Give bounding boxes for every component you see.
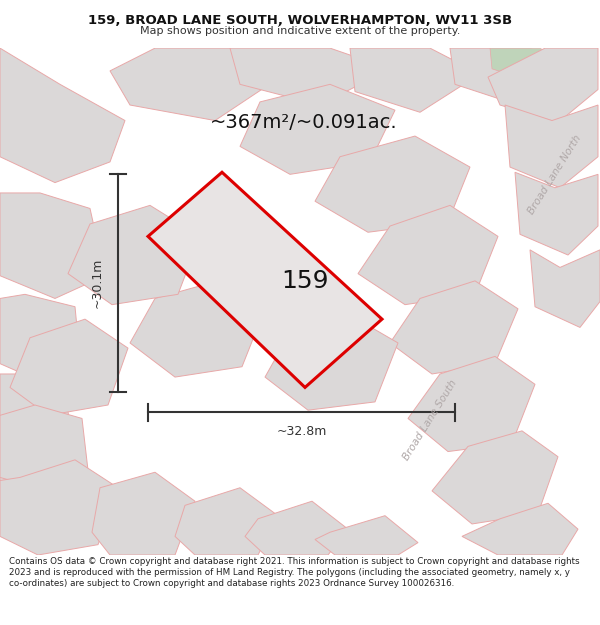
Polygon shape xyxy=(245,501,348,555)
Text: ~367m²/~0.091ac.: ~367m²/~0.091ac. xyxy=(210,113,398,132)
Text: 159, BROAD LANE SOUTH, WOLVERHAMPTON, WV11 3SB: 159, BROAD LANE SOUTH, WOLVERHAMPTON, WV… xyxy=(88,14,512,28)
Text: Broad Lane North: Broad Lane North xyxy=(527,133,583,216)
Polygon shape xyxy=(0,48,125,182)
Polygon shape xyxy=(0,467,60,550)
Polygon shape xyxy=(462,503,578,555)
Text: Contains OS data © Crown copyright and database right 2021. This information is : Contains OS data © Crown copyright and d… xyxy=(9,557,580,588)
Text: 159: 159 xyxy=(281,269,329,293)
Polygon shape xyxy=(10,319,128,416)
Polygon shape xyxy=(450,48,575,105)
Text: Broad Lane South: Broad Lane South xyxy=(401,379,459,462)
Polygon shape xyxy=(130,281,265,377)
Polygon shape xyxy=(0,374,72,467)
Polygon shape xyxy=(315,516,418,555)
Polygon shape xyxy=(432,431,558,524)
Polygon shape xyxy=(148,173,382,388)
Polygon shape xyxy=(230,48,390,105)
Polygon shape xyxy=(0,294,80,381)
Text: ~30.1m: ~30.1m xyxy=(91,258,104,308)
Polygon shape xyxy=(390,281,518,374)
Polygon shape xyxy=(92,472,195,555)
Polygon shape xyxy=(515,173,598,255)
Polygon shape xyxy=(0,460,118,555)
Polygon shape xyxy=(68,206,200,304)
Polygon shape xyxy=(265,315,398,410)
Polygon shape xyxy=(505,105,598,188)
Polygon shape xyxy=(0,193,105,299)
Polygon shape xyxy=(490,48,560,81)
Polygon shape xyxy=(488,48,598,122)
Polygon shape xyxy=(408,356,535,451)
Text: ~32.8m: ~32.8m xyxy=(277,424,326,438)
Polygon shape xyxy=(240,84,395,174)
Polygon shape xyxy=(110,48,285,121)
Polygon shape xyxy=(350,48,480,112)
Polygon shape xyxy=(358,206,498,304)
Polygon shape xyxy=(315,136,470,232)
Text: Map shows position and indicative extent of the property.: Map shows position and indicative extent… xyxy=(140,26,460,36)
Polygon shape xyxy=(175,488,278,555)
Polygon shape xyxy=(0,405,88,491)
Polygon shape xyxy=(530,250,600,328)
